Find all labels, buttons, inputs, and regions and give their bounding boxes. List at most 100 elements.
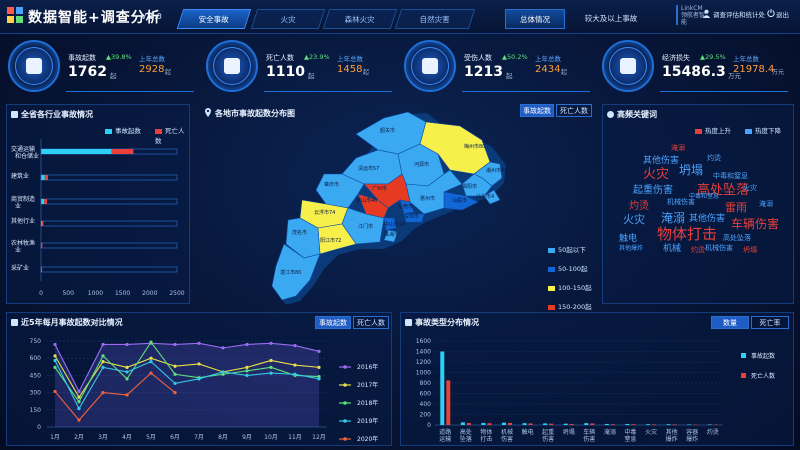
- tab-major-accidents[interactable]: 较大及以上事故: [584, 14, 638, 23]
- map-legend-item: 150-200起: [548, 301, 592, 311]
- monthly-ytick: 0: [37, 424, 41, 431]
- industry-bar-deaths: [44, 199, 47, 204]
- types-ytick: 200: [420, 412, 432, 419]
- monthly-title: 近5年每月事故起数对比情况: [21, 318, 123, 327]
- industry-bar-accidents: [41, 221, 43, 226]
- monthly-point: [269, 365, 273, 369]
- keyword-word[interactable]: 物体打击: [657, 225, 718, 243]
- monthly-point: [77, 407, 81, 411]
- tab-forest-fire[interactable]: 森林火灾: [322, 9, 398, 29]
- keyword-word[interactable]: 淹溺: [671, 144, 685, 152]
- map-city-label: 佛山市46: [356, 197, 377, 204]
- types-xtick: 其他爆炸: [666, 428, 678, 443]
- monthly-xtick: 2月: [74, 434, 84, 441]
- map-city-label: 河源市: [414, 161, 429, 168]
- map-title: 各地市事故起数分布图: [215, 109, 295, 118]
- types-btn-death-rate[interactable]: 死亡率: [751, 316, 789, 329]
- keyword-word[interactable]: 起重伤害: [633, 185, 673, 196]
- kpi-underline: [462, 86, 590, 92]
- tab-fire[interactable]: 火灾: [250, 9, 326, 29]
- types-chart: 0 200 400 600 800 1000 1200 1400 1600 道路运输高处坠落物体打…: [416, 338, 775, 443]
- types-ytick: 1000: [416, 370, 431, 377]
- keyword-word[interactable]: 灼烫: [707, 154, 721, 162]
- kpi-label: 死亡人数: [266, 54, 294, 62]
- keyword-word[interactable]: 中毒和窒息: [713, 172, 748, 180]
- kpi-ring: [404, 40, 456, 92]
- monthly-point: [173, 372, 177, 376]
- monthly-point: [53, 342, 57, 347]
- kpi-prev-unit: 起: [561, 69, 568, 76]
- types-xtick: 车辆伤害: [583, 428, 595, 443]
- map-btn-deaths[interactable]: 死亡人数: [556, 104, 592, 117]
- industry-xtick: 1000: [88, 290, 103, 297]
- kpi-ring: [602, 40, 654, 92]
- monthly-line-2019年: [54, 360, 320, 410]
- keyword-word[interactable]: 火灾: [743, 184, 757, 192]
- monthly-panel: 近5年每月事故起数对比情况 事故起数 死亡人数 0 150 300 450 600 750…: [6, 312, 392, 446]
- user-icon: [702, 9, 711, 18]
- types-xtick: 触电: [522, 428, 534, 436]
- kpi-prev-value: 2928: [139, 64, 165, 75]
- keyword-word[interactable]: 其他伤害: [643, 156, 680, 166]
- kpi-card: 受伤人数 ▲50.2% 1213 起 上年总数 2434 起: [402, 38, 592, 96]
- user-name[interactable]: 调查评估和统计处: [713, 11, 765, 19]
- monthly-ytick: 450: [30, 372, 42, 379]
- kpi-unit: 起: [110, 72, 117, 80]
- types-bar-deaths: [549, 423, 554, 425]
- keyword-word[interactable]: 高处坠落: [697, 183, 750, 198]
- keyword-word[interactable]: 其他伤害: [689, 214, 726, 224]
- monthly-point: [53, 389, 57, 394]
- monthly-point: [125, 370, 129, 374]
- keyword-word[interactable]: 其他爆炸: [619, 245, 644, 252]
- industry-bar-deaths: [41, 243, 43, 248]
- types-toggle: 数量 死亡率: [711, 316, 791, 329]
- monthly-legend-dot: [343, 365, 347, 369]
- keyword-word[interactable]: 触电: [619, 234, 638, 244]
- monthly-btn-deaths[interactable]: 死亡人数: [353, 316, 389, 329]
- monthly-xtick: 9月: [242, 434, 252, 441]
- keyword-word[interactable]: 中毒和窒息: [689, 193, 720, 200]
- keyword-word[interactable]: 机械伤害: [705, 244, 733, 252]
- monthly-ytick: 750: [30, 338, 42, 345]
- keyword-word[interactable]: 机械: [663, 244, 682, 254]
- keyword-word[interactable]: 坍塌: [679, 163, 704, 177]
- keyword-word[interactable]: 淹溺: [759, 200, 773, 208]
- monthly-point: [245, 373, 249, 377]
- bar-chart-icon: [405, 319, 412, 326]
- industry-label: 商贸制造业: [11, 195, 35, 210]
- monthly-point: [245, 369, 249, 373]
- keyword-word[interactable]: 车辆伤害: [731, 217, 780, 231]
- keyword-word[interactable]: 淹溺: [661, 211, 686, 225]
- industry-track: [40, 220, 178, 227]
- keyword-word[interactable]: 火灾: [623, 213, 645, 226]
- keyword-word[interactable]: 坍塌: [743, 246, 757, 254]
- types-xtick: 高处坠落: [460, 428, 472, 443]
- monthly-btn-accidents[interactable]: 事故起数: [315, 316, 351, 329]
- keyword-word[interactable]: 机械伤害: [667, 198, 695, 206]
- app-version: V 1.0: [141, 12, 162, 21]
- monthly-point: [173, 391, 177, 395]
- monthly-legend-dot: [343, 437, 347, 441]
- keyword-word[interactable]: 灼烫: [629, 201, 649, 212]
- map-city-label: 湛江市80: [280, 269, 301, 276]
- map-btn-accidents[interactable]: 事故起数: [520, 104, 554, 117]
- monthly-xtick: 4月: [122, 434, 132, 441]
- map-city-label: 汕尾市: [452, 197, 467, 204]
- logout-button[interactable]: 退出: [776, 11, 789, 19]
- keyword-word[interactable]: 雷雨: [725, 201, 747, 214]
- types-ytick: 400: [420, 401, 432, 408]
- tab-natural-disaster[interactable]: 自然灾害: [394, 9, 476, 29]
- industry-panel: 全省各行业事故情况 事故起数 死亡人数 交通运输和仓储业 建筑业 商贸制造业 其他行业…: [6, 104, 190, 304]
- types-title: 事故类型分布情况: [415, 318, 479, 327]
- kpi-ring: [206, 40, 258, 92]
- keyword-word[interactable]: 火灾: [643, 167, 670, 182]
- keyword-word[interactable]: 灼烫: [691, 246, 705, 254]
- types-bar-deaths: [631, 424, 636, 425]
- tab-overall[interactable]: 总体情况: [505, 9, 565, 29]
- types-legend-label: 死亡人数: [751, 372, 775, 380]
- types-btn-count[interactable]: 数量: [711, 316, 749, 329]
- keyword-word[interactable]: 高处坠落: [723, 234, 751, 242]
- map-city-label: 江门市: [358, 223, 373, 230]
- kpi-prev-unit: 起: [363, 69, 370, 76]
- tab-safety-accident[interactable]: 安全事故: [176, 9, 252, 29]
